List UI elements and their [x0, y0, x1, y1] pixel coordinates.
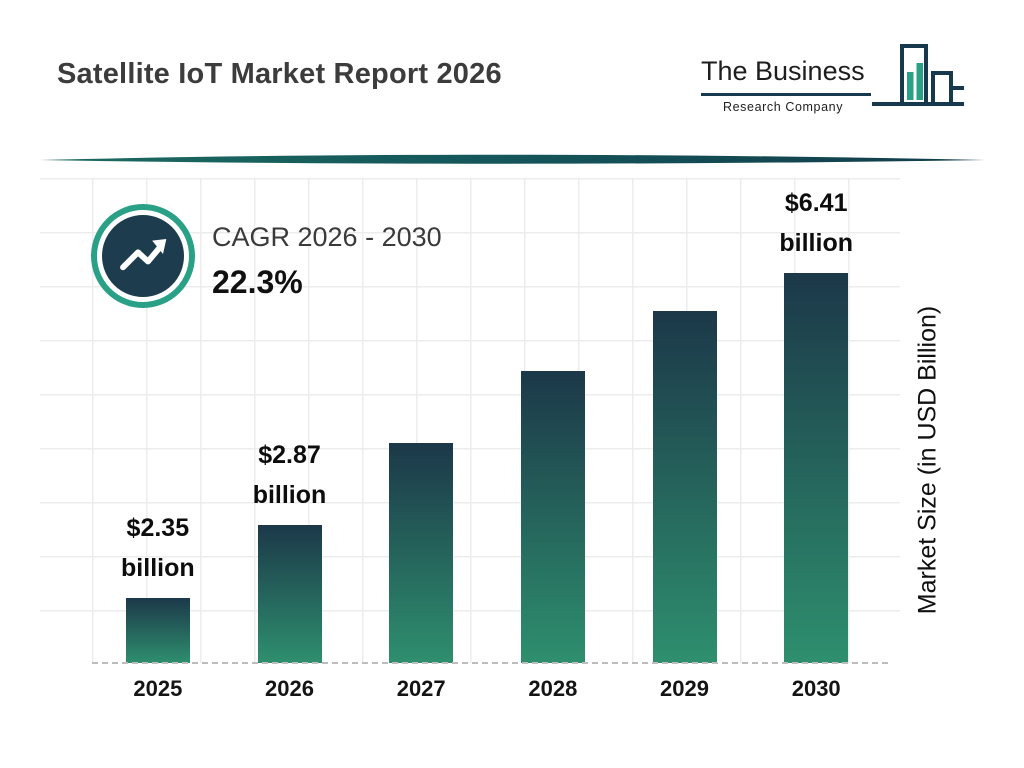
x-tick-label-2030: 2030 [791, 676, 841, 701]
bar-column-2026: $2.87 billion [224, 178, 356, 663]
cagr-badge [97, 210, 189, 302]
bar-column-2027 [355, 178, 487, 663]
x-axis-baseline [92, 662, 888, 664]
bar-2026 [257, 525, 322, 663]
bar-column-2030: $6.41 billion [750, 178, 882, 663]
bars: $2.35 billion $2.87 billion $6.41 billion [40, 178, 900, 663]
trend-up-arrow-icon [108, 219, 178, 294]
cagr-period-label: CAGR 2026 - 2030 [212, 222, 442, 252]
bar-value-label-2025: $2.35 billion [121, 514, 195, 582]
x-tick-label-2028: 2028 [528, 676, 578, 701]
bar-value-label-2030: $6.41 billion [779, 189, 853, 257]
page-title: Satellite IoT Market Report 2026 [57, 58, 502, 90]
bar-chart-logo-icon [870, 42, 966, 129]
bar-column-2028 [487, 178, 619, 663]
x-tick-label-2025: 2025 [133, 676, 183, 701]
chart-plot-area: $2.35 billion $2.87 billion $6.41 billion [40, 178, 900, 664]
bar-2025 [125, 598, 190, 663]
bar-2028 [520, 371, 585, 663]
x-tick-label-2026: 2026 [265, 676, 314, 701]
x-tick-label-2029: 2029 [660, 676, 709, 701]
bar-2029 [652, 311, 717, 663]
x-tick-label-2027: 2027 [396, 676, 446, 701]
company-logo: The Business Research Company [701, 42, 966, 124]
bar-value-label-2026: $2.87 billion [252, 441, 327, 509]
cagr-value: 22.3% [212, 264, 303, 300]
bar-column-2025: $2.35 billion [92, 178, 224, 663]
logo-text-line1: The Business [701, 56, 865, 86]
bar-2030 [784, 273, 849, 663]
x-axis-labels: 2025 2026 2027 2028 2029 2030 [40, 676, 900, 702]
divider-line [40, 153, 985, 167]
logo-underline [701, 93, 871, 96]
bar-2027 [389, 443, 454, 663]
y-axis-label: Market Size (in USD Billion) [913, 305, 942, 615]
logo-text-line2: Research Company [723, 100, 844, 114]
bar-column-2029 [619, 178, 751, 663]
